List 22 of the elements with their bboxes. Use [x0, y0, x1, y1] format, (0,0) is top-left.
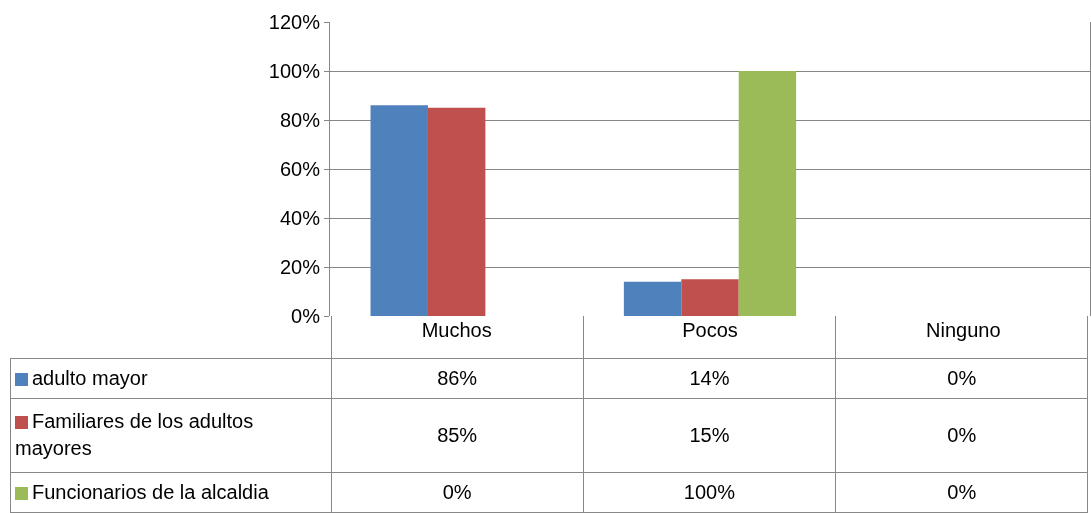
data-label: 0%: [835, 398, 1088, 472]
legend-label: Funcionarios de la alcaldia: [32, 480, 269, 503]
y-tick-label: 100%: [268, 60, 321, 82]
data-label: 85%: [331, 398, 584, 472]
data-label: 15%: [583, 398, 836, 472]
y-tick-label: 80%: [279, 109, 321, 131]
y-tick-label: 60%: [279, 158, 321, 180]
legend-label: Familiares de los adultos mayores: [15, 410, 254, 459]
x-tick-label: Ninguno: [926, 319, 1001, 341]
x-tick-label: Muchos: [421, 319, 492, 341]
y-tick-label: 40%: [279, 207, 321, 229]
y-tick-label: 120%: [268, 11, 321, 33]
data-label: 14%: [583, 358, 836, 398]
data-label: 0%: [331, 472, 584, 512]
data-label: 100%: [583, 472, 836, 512]
legend-label: adulto mayor: [32, 366, 148, 389]
x-tick-label: Pocos: [682, 319, 738, 341]
y-tick-label: 20%: [279, 256, 321, 278]
data-label: 0%: [835, 358, 1088, 398]
data-label: 0%: [835, 472, 1088, 512]
y-tick-label: 0%: [291, 305, 321, 327]
data-label: 86%: [331, 358, 584, 398]
